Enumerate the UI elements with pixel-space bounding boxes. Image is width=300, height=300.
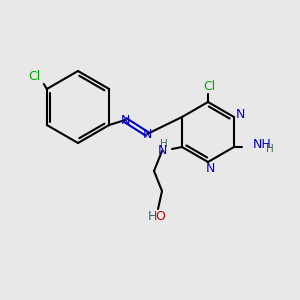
Text: N: N — [235, 109, 245, 122]
Text: N: N — [157, 145, 167, 158]
Text: N: N — [121, 113, 130, 127]
Text: H: H — [160, 139, 168, 149]
Text: Cl: Cl — [29, 70, 41, 83]
Text: H: H — [147, 211, 157, 224]
Text: O: O — [155, 211, 165, 224]
Text: NH: NH — [253, 137, 272, 151]
Text: H: H — [266, 144, 274, 154]
Text: Cl: Cl — [203, 80, 215, 92]
Text: N: N — [142, 128, 152, 140]
Text: N: N — [205, 161, 215, 175]
